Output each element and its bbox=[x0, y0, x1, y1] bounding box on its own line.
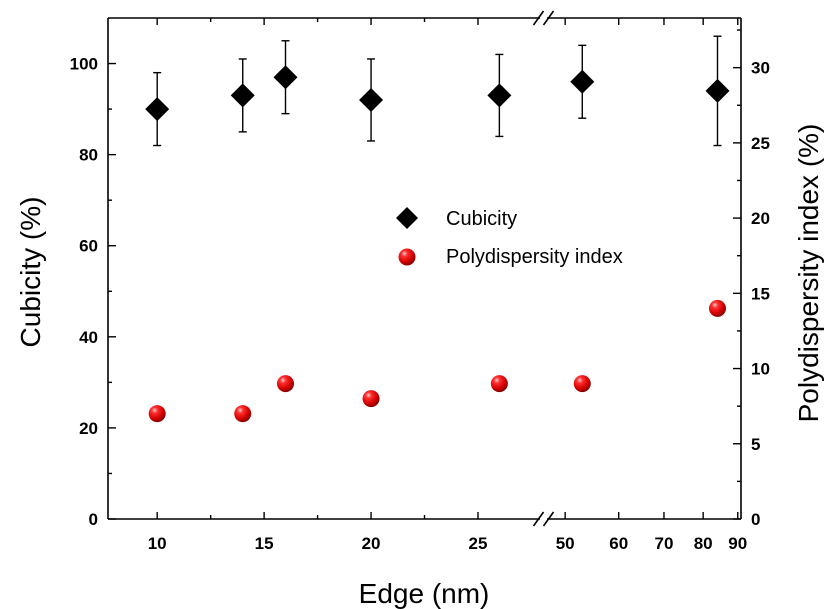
axis-break-marks bbox=[532, 10, 555, 527]
plot-frame bbox=[107, 17, 742, 520]
polydispersity-point-0 bbox=[148, 405, 166, 423]
cubicity-point-5 bbox=[570, 69, 595, 94]
x-tick-10-label: 10 bbox=[148, 534, 167, 553]
polydispersity-point-3 bbox=[362, 390, 380, 408]
polydispersity-point-4 bbox=[490, 375, 508, 393]
cubicity-point-0 bbox=[145, 97, 170, 122]
cubicity-point-6 bbox=[705, 78, 730, 103]
y-left-axis-ticks: 0 20 40 60 80 100 bbox=[70, 55, 116, 529]
polydispersity-point-2 bbox=[277, 375, 295, 393]
y-right-tick-15-label: 15 bbox=[751, 284, 770, 303]
break-mark-bottom-0 bbox=[532, 511, 545, 527]
polydispersity-point-5 bbox=[573, 375, 591, 393]
x-tick-15-label: 15 bbox=[255, 534, 274, 553]
y-right-tick-5-label: 5 bbox=[751, 435, 760, 454]
legend-label-cubicity: Cubicity bbox=[446, 208, 517, 230]
cubicity-point-2 bbox=[273, 65, 298, 90]
y-left-axis-title: Cubicity (%) bbox=[15, 197, 46, 348]
x-tick-50-label: 50 bbox=[556, 534, 575, 553]
y-left-tick-60-label: 60 bbox=[79, 237, 98, 256]
y-left-tick-80-label: 80 bbox=[79, 146, 98, 165]
legend-label-polydispersity: Polydispersity index bbox=[446, 246, 623, 268]
y-right-axis-title: Polydispersity index (%) bbox=[793, 124, 824, 423]
y-right-tick-25-label: 25 bbox=[751, 134, 770, 153]
x-axis-ticks: 10 15 20 25 50 60 70 80 90 bbox=[148, 18, 747, 553]
x-tick-70-label: 70 bbox=[655, 534, 674, 553]
legend-marker-polydispersity bbox=[398, 248, 416, 266]
break-mark-top-0 bbox=[532, 10, 545, 26]
break-mark-bottom-1 bbox=[542, 511, 555, 527]
cubicity-point-3 bbox=[359, 87, 384, 112]
x-tick-80-label: 80 bbox=[694, 534, 713, 553]
series-cubicity bbox=[145, 35, 730, 147]
y-right-tick-0-label: 0 bbox=[751, 510, 760, 529]
y-left-tick-20-label: 20 bbox=[79, 419, 98, 438]
x-axis-title: Edge (nm) bbox=[359, 578, 490, 609]
x-tick-90-label: 90 bbox=[728, 534, 747, 553]
y-left-tick-0-label: 0 bbox=[89, 510, 98, 529]
legend-marker-cubicity bbox=[396, 207, 418, 229]
cubicity-point-1 bbox=[230, 83, 255, 108]
series-polydispersity bbox=[148, 299, 726, 423]
cubicity-point-4 bbox=[487, 83, 512, 108]
polydispersity-point-1 bbox=[234, 405, 252, 423]
y-right-tick-30-label: 30 bbox=[751, 59, 770, 78]
break-mark-top-1 bbox=[542, 10, 555, 26]
y-left-tick-100-label: 100 bbox=[70, 55, 98, 74]
x-tick-25-label: 25 bbox=[469, 534, 488, 553]
y-right-axis-ticks: 0 5 10 15 20 25 30 bbox=[733, 29, 770, 529]
polydispersity-point-6 bbox=[708, 299, 726, 317]
x-tick-20-label: 20 bbox=[362, 534, 381, 553]
y-right-tick-20-label: 20 bbox=[751, 209, 770, 228]
y-left-tick-40-label: 40 bbox=[79, 328, 98, 347]
x-tick-60-label: 60 bbox=[609, 534, 628, 553]
legend: Cubicity Polydispersity index bbox=[396, 207, 623, 268]
y-right-tick-10-label: 10 bbox=[751, 360, 770, 379]
